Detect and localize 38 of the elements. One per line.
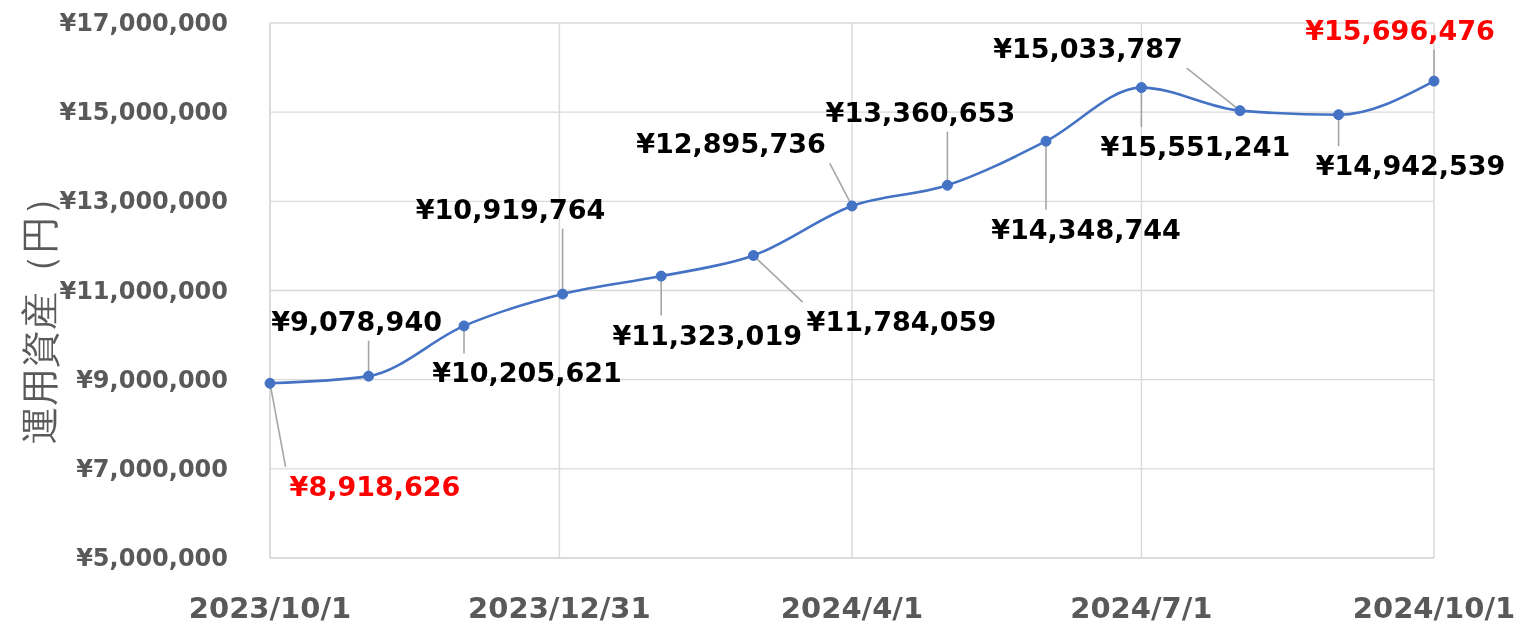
annotation: ¥8,918,626 — [289, 470, 461, 502]
x-tick-label: 2023/12/31 — [468, 591, 651, 625]
x-tick-label: 2024/7/1 — [1070, 591, 1213, 625]
y-tick-label: ¥15,000,000 — [59, 98, 228, 127]
point — [846, 200, 858, 212]
y-tick-label: ¥13,000,000 — [59, 187, 228, 216]
data-label: ¥10,919,764 — [415, 193, 606, 225]
point — [264, 377, 276, 389]
point — [1234, 105, 1246, 117]
data-label: ¥15,551,241 — [1100, 131, 1291, 163]
point — [1040, 135, 1052, 147]
y-tick-label: ¥11,000,000 — [59, 276, 228, 305]
data-label: ¥15,033,787 — [993, 33, 1183, 65]
y-tick-label: ¥5,000,000 — [76, 544, 228, 572]
point — [1428, 75, 1440, 87]
data-label: ¥11,784,059 — [806, 306, 997, 338]
point — [557, 288, 569, 300]
y-tick-label: ¥17,000,000 — [59, 9, 228, 37]
point — [747, 250, 759, 262]
data-label: ¥14,942,539 — [1315, 150, 1506, 182]
data-label: ¥11,323,019 — [612, 319, 802, 351]
x-tick-label: 2023/10/1 — [188, 591, 352, 625]
data-label: ¥12,895,736 — [636, 128, 826, 160]
point — [941, 179, 953, 191]
x-tick-label: 2024/10/1 — [1352, 591, 1516, 625]
data-label: ¥10,205,621 — [432, 357, 622, 389]
point — [655, 270, 667, 282]
x-tick-label: 2024/4/1 — [780, 591, 924, 625]
point — [1333, 109, 1345, 121]
point — [1135, 82, 1147, 94]
annotation: ¥15,696,476 — [1305, 14, 1495, 46]
y-tick-label: ¥9,000,000 — [76, 365, 228, 394]
data-label: ¥9,078,940 — [271, 305, 442, 337]
point — [363, 370, 375, 382]
point — [458, 320, 470, 332]
data-label: ¥14,348,744 — [991, 213, 1181, 245]
data-label: ¥13,360,653 — [825, 96, 1016, 128]
y-tick-label: ¥7,000,000 — [76, 454, 228, 483]
